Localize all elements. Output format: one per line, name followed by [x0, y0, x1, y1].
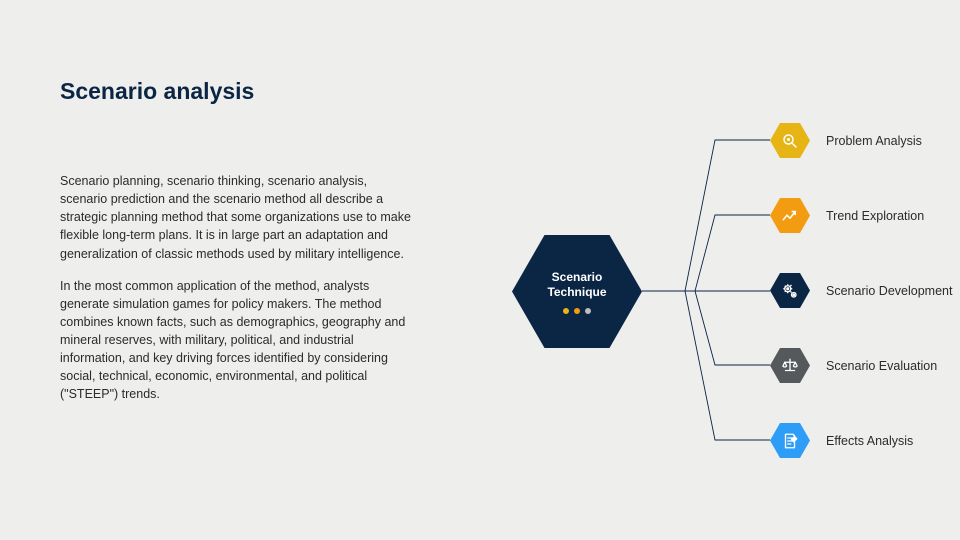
page-title: Scenario analysis: [60, 78, 254, 105]
connector: [642, 291, 770, 365]
node-hexagon: [770, 273, 810, 308]
center-hex-label: Scenario Technique: [547, 270, 606, 300]
paragraph: Scenario planning, scenario thinking, sc…: [60, 172, 415, 263]
node-hexagon: [770, 423, 810, 458]
center-label-line: Technique: [547, 285, 606, 299]
connector: [642, 215, 770, 291]
node-hexagon: [770, 348, 810, 383]
center-hexagon: Scenario Technique: [512, 235, 642, 348]
diagram-node: Trend Exploration: [770, 198, 924, 233]
effects-icon: [781, 432, 799, 450]
node-label: Scenario Evaluation: [826, 359, 937, 373]
dot-icon: [574, 308, 580, 314]
analysis-icon: [781, 132, 799, 150]
node-hexagon: [770, 198, 810, 233]
diagram-node: Effects Analysis: [770, 423, 913, 458]
gears-icon: [781, 282, 799, 300]
scenario-technique-diagram: Scenario Technique Problem: [500, 100, 930, 500]
paragraph: In the most common application of the me…: [60, 277, 415, 404]
center-label-line: Scenario: [552, 270, 603, 284]
slide: Scenario analysis Scenario planning, sce…: [0, 0, 960, 540]
node-label: Scenario Development: [826, 284, 952, 298]
dot-icon: [563, 308, 569, 314]
diagram-node: Problem Analysis: [770, 123, 922, 158]
node-label: Trend Exploration: [826, 209, 924, 223]
trend-icon: [781, 207, 799, 225]
diagram-node: Scenario Evaluation: [770, 348, 937, 383]
node-label: Problem Analysis: [826, 134, 922, 148]
connector: [642, 291, 770, 440]
connector: [642, 140, 770, 291]
scales-icon: [781, 357, 799, 375]
indicator-dots: [563, 308, 591, 314]
dot-icon: [585, 308, 591, 314]
node-label: Effects Analysis: [826, 434, 913, 448]
node-hexagon: [770, 123, 810, 158]
diagram-node: Scenario Development: [770, 273, 952, 308]
body-text: Scenario planning, scenario thinking, sc…: [60, 172, 415, 404]
